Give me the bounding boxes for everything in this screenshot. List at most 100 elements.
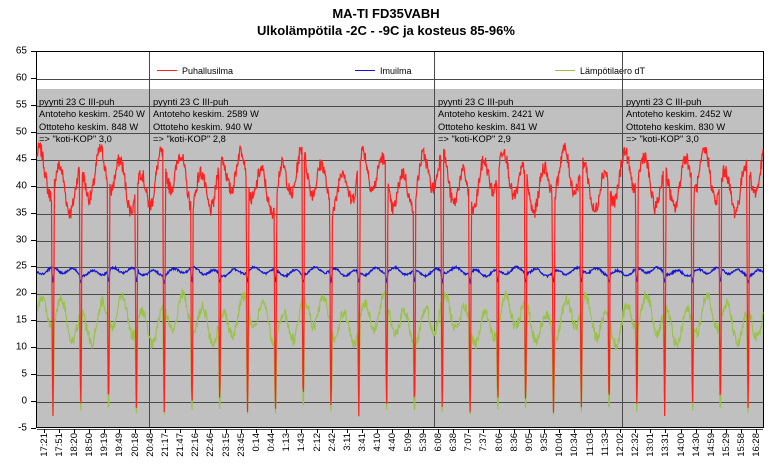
x-axis-tick-label: 13:01 xyxy=(645,433,657,457)
chart-subtitle: Ulkolämpötila -2C - -9C ja kosteus 85-96… xyxy=(257,23,515,38)
y-axis-tick xyxy=(31,266,36,268)
annotation-line: Ottoteho keskim. 830 W xyxy=(626,121,726,132)
legend-swatch-icon xyxy=(355,70,375,71)
x-axis-tick xyxy=(650,429,652,433)
x-axis-tick xyxy=(43,429,45,433)
y-axis-tick xyxy=(31,347,36,349)
annotation-line: Antoteho keskim. 2421 W xyxy=(438,109,544,120)
series-line-lampotilaero xyxy=(36,288,764,417)
x-axis-tick-label: 20:48 xyxy=(144,433,156,457)
x-axis-tick xyxy=(180,429,182,433)
x-axis-tick-label: 12:32 xyxy=(630,433,642,457)
x-axis-tick xyxy=(741,429,743,433)
legend-item-lampotilaero[interactable]: Lämpötilaero dT xyxy=(555,66,645,76)
x-axis-tick xyxy=(513,429,515,433)
x-axis-tick-label: 0:14 xyxy=(250,433,262,452)
y-axis-tick xyxy=(31,158,36,160)
legend-label: Imuilma xyxy=(380,65,412,76)
x-axis-tick-label: 2:12 xyxy=(311,433,323,452)
x-axis-tick xyxy=(134,429,136,433)
series-line-puhallusilma xyxy=(36,142,764,417)
annotation-line: Ottoteho keskim. 841 W xyxy=(438,121,538,132)
y-axis-tick-label: 65 xyxy=(15,45,27,57)
x-axis-tick xyxy=(574,429,576,433)
x-axis-tick-label: 0:44 xyxy=(266,433,278,452)
x-axis-tick xyxy=(331,429,333,433)
x-axis-tick-label: 7:37 xyxy=(478,433,490,452)
legend-item-imuilma[interactable]: Imuilma xyxy=(355,66,412,76)
legend: Puhallusilma Imuilma Lämpötilaero dT xyxy=(37,52,763,89)
x-axis-tick xyxy=(604,429,606,433)
x-axis-tick-label: 13:31 xyxy=(660,433,672,457)
annotation-line: pyynti 23 C III-puh xyxy=(153,97,229,107)
title-block: MA-TI FD35VABH Ulkolämpötila -2C - -9C j… xyxy=(0,6,772,39)
x-axis-tick-label: 8:06 xyxy=(493,433,505,452)
x-axis-tick xyxy=(164,429,166,433)
annotation-line: => "koti-KOP" 2,8 xyxy=(153,134,226,145)
section-separator xyxy=(149,52,150,427)
section-separator xyxy=(434,52,435,427)
y-axis-tick xyxy=(31,239,36,241)
x-axis-tick-label: 19:49 xyxy=(114,433,126,457)
x-axis-tick-label: 10:04 xyxy=(554,433,566,457)
legend-label: Puhallusilma xyxy=(182,65,234,76)
annotation-line: => "koti-KOP" 2,9 xyxy=(438,134,511,145)
y-axis-tick xyxy=(31,131,36,133)
x-axis-tick xyxy=(149,429,151,433)
x-axis-tick xyxy=(346,429,348,433)
y-axis-tick xyxy=(31,185,36,187)
y-axis: 65 60 55 50 45 40 35 30 25 20 15 10 5 0 -5 xyxy=(0,46,36,434)
y-axis-tick-label: 25 xyxy=(15,260,27,272)
legend-swatch-icon xyxy=(555,70,575,71)
x-axis-tick xyxy=(362,429,364,433)
gridline xyxy=(37,375,763,377)
x-axis-tick-label: 22:16 xyxy=(190,433,202,457)
x-axis-tick xyxy=(210,429,212,433)
x-axis-tick-label: 17:21 xyxy=(38,433,50,457)
x-axis-tick-label: 3:41 xyxy=(357,433,369,452)
x-axis-tick-label: 1:13 xyxy=(281,433,293,452)
x-axis-tick-label: 15:29 xyxy=(721,433,733,457)
annotation-line: => "koti-KOP" 3,0 xyxy=(39,134,112,145)
x-axis-tick xyxy=(695,429,697,433)
x-axis-tick-label: 20:18 xyxy=(129,433,141,457)
x-axis-tick xyxy=(271,429,273,433)
x-axis-tick xyxy=(225,429,227,433)
y-axis-tick-label: 10 xyxy=(15,341,27,353)
legend-swatch-icon xyxy=(157,70,177,71)
x-axis-tick-label: 14:59 xyxy=(705,433,717,457)
annotation-line: Antoteho keskim. 2540 W xyxy=(39,109,145,120)
x-axis-tick xyxy=(453,429,455,433)
x-axis-tick-label: 10:34 xyxy=(569,433,581,457)
x-axis-tick-label: 4:10 xyxy=(372,433,384,452)
x-axis-tick-label: 9:35 xyxy=(539,433,551,452)
x-axis-tick-label: 15:58 xyxy=(736,433,748,457)
annotation-block: pyynti 23 C III-puh Antoteho keskim. 2589… xyxy=(153,96,259,146)
annotation-block: pyynti 23 C III-puh Antoteho keskim. 2540… xyxy=(39,96,145,146)
x-axis-tick-label: 6:08 xyxy=(432,433,444,452)
plot-area[interactable]: Puhallusilma Imuilma Lämpötilaero dT pyy… xyxy=(36,51,764,430)
x-axis-tick-label: 1:43 xyxy=(296,433,308,452)
y-axis-tick-label: 5 xyxy=(21,368,27,380)
x-axis-tick-label: 18:20 xyxy=(68,433,80,457)
x-axis-tick-label: 16:28 xyxy=(751,433,763,457)
y-axis-tick xyxy=(31,320,36,322)
gridline xyxy=(37,159,763,161)
gridline xyxy=(37,213,763,215)
gridline xyxy=(37,132,763,134)
y-axis-tick-label: 0 xyxy=(21,395,27,407)
annotation-line: => "koti-KOP" 3,0 xyxy=(626,134,699,145)
y-axis-tick-label: 40 xyxy=(15,180,27,192)
x-axis-tick xyxy=(589,429,591,433)
gridline xyxy=(37,78,763,80)
x-axis-tick xyxy=(680,429,682,433)
x-axis-tick xyxy=(73,429,75,433)
x-axis-tick-label: 23:15 xyxy=(220,433,232,457)
x-axis-tick xyxy=(544,429,546,433)
y-axis-tick-label: 50 xyxy=(15,126,27,138)
legend-item-puhallusilma[interactable]: Puhallusilma xyxy=(157,66,233,76)
legend-label: Lämpötilaero dT xyxy=(580,65,646,76)
x-axis-tick-label: 14:00 xyxy=(675,433,687,457)
x-axis-tick xyxy=(104,429,106,433)
x-axis-tick xyxy=(255,429,257,433)
